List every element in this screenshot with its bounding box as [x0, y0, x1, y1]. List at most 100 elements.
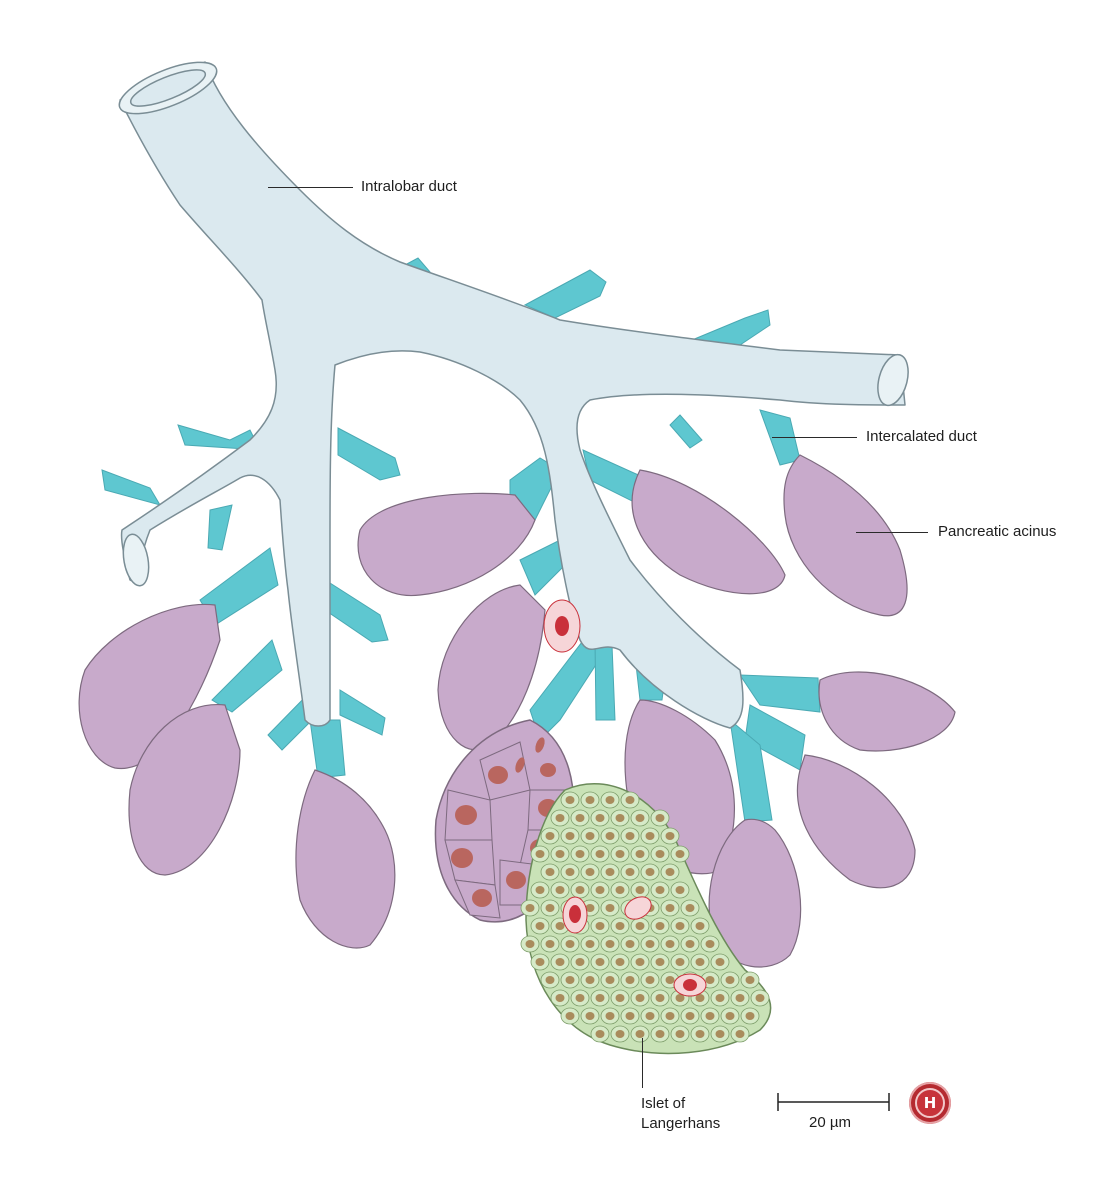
islet-cell-nucleus: [695, 958, 705, 966]
intercalated-duct: [207, 504, 233, 551]
islet-cell-nucleus: [685, 904, 695, 912]
pancreatic-acinus: [783, 454, 908, 617]
pancreatic-acinus: [818, 671, 956, 752]
islet-cell-nucleus: [615, 958, 625, 966]
islet-cell-nucleus: [675, 850, 685, 858]
islet-cell-nucleus: [755, 994, 765, 1002]
islet-cell-nucleus: [665, 868, 675, 876]
pancreatic-acinus: [295, 769, 396, 949]
islet-cell-nucleus: [655, 994, 665, 1002]
intralobar-duct-tree: [118, 61, 909, 729]
islet-cell-nucleus: [655, 814, 665, 822]
islet-cell-nucleus: [575, 886, 585, 894]
islet-cell-nucleus: [525, 940, 535, 948]
islet-cell-nucleus: [535, 850, 545, 858]
islet-cell-nucleus: [545, 868, 555, 876]
islet-cell-nucleus: [695, 994, 705, 1002]
intercalated-duct: [594, 639, 616, 721]
islet-cell-nucleus: [535, 922, 545, 930]
pancreatic-acinus: [357, 492, 536, 597]
intercalated-duct: [729, 718, 773, 823]
islet-cell-nucleus: [645, 832, 655, 840]
islet-cell-nucleus: [605, 868, 615, 876]
intercalated-duct: [309, 719, 346, 779]
islet-cell-nucleus: [585, 976, 595, 984]
islet-cell-nucleus: [595, 958, 605, 966]
islet-cell-nucleus: [575, 958, 585, 966]
islet-cell-nucleus: [635, 814, 645, 822]
islet-cell-nucleus: [675, 994, 685, 1002]
islet-cell-nucleus: [585, 940, 595, 948]
islet-cell-nucleus: [615, 1030, 625, 1038]
islet-cell-nucleus: [575, 814, 585, 822]
capillary: [562, 896, 707, 997]
islet-cell-nucleus: [555, 850, 565, 858]
islet-cell-nucleus: [675, 922, 685, 930]
islet-cell-nucleus: [635, 886, 645, 894]
islet-cell-nucleus: [565, 868, 575, 876]
islet-cell-nucleus: [645, 1012, 655, 1020]
islet-cell-nucleus: [695, 1030, 705, 1038]
islet-cell-nucleus: [585, 904, 595, 912]
islet-cell-nucleus: [575, 994, 585, 1002]
duct-opening: [877, 353, 909, 407]
islet-leader: [642, 1038, 643, 1088]
intralobar-duct-label: Intralobar duct: [361, 178, 457, 195]
islet-cell-nucleus: [675, 1030, 685, 1038]
scale-bar-label: 20 µm: [809, 1114, 851, 1131]
islet-cell-nucleus: [655, 922, 665, 930]
pancreatic-acinus: [796, 754, 916, 889]
islet-cell-nucleus: [625, 868, 635, 876]
islet-cell-nucleus: [545, 832, 555, 840]
islet-cell-nucleus: [595, 850, 605, 858]
intercalated-duct: [339, 689, 386, 736]
scale-bar: [777, 1093, 890, 1111]
islet-cell-nucleus: [565, 1012, 575, 1020]
pancreatic-acinus-leader: [856, 532, 928, 533]
islet-cell-nucleus: [585, 832, 595, 840]
islet-cell-nucleus: [565, 940, 575, 948]
pancreatic-acinus: [631, 469, 786, 595]
islet-cell-nucleus: [735, 994, 745, 1002]
intercalated-duct: [211, 639, 283, 713]
islet-cell-nucleus: [605, 940, 615, 948]
pancreatic-acinus: [128, 704, 241, 876]
histology-logo: H: [909, 1082, 951, 1124]
islet-cell-nucleus: [655, 850, 665, 858]
islet-cell-nucleus: [725, 1012, 735, 1020]
islet-cell-nucleus: [745, 1012, 755, 1020]
islet-cell-nucleus: [525, 904, 535, 912]
islet-cell-nucleus: [595, 886, 605, 894]
islet-cell-nucleus: [625, 796, 635, 804]
islet-cell-nucleus: [605, 796, 615, 804]
islet-cell-nucleus: [665, 976, 675, 984]
islet-cell-nucleus: [675, 886, 685, 894]
islet-cell-nucleus: [555, 922, 565, 930]
logo-letter: H: [915, 1088, 945, 1118]
islet-cell-nucleus: [535, 886, 545, 894]
islet-cell-nucleus: [595, 1030, 605, 1038]
islet-cell-nucleus: [615, 814, 625, 822]
islet-cell-nucleus: [625, 940, 635, 948]
islet-cell-nucleus: [735, 1030, 745, 1038]
islet-cell-nucleus: [585, 1012, 595, 1020]
islet-cell-nucleus: [605, 976, 615, 984]
intercalated-duct: [101, 469, 162, 506]
islet-cell-nucleus: [545, 976, 555, 984]
islet-cell-nucleus: [565, 976, 575, 984]
islet-cell-nucleus: [605, 904, 615, 912]
islet-cell-nucleus: [615, 994, 625, 1002]
islet-cell-nucleus: [585, 796, 595, 804]
islet-label: Islet of Langerhans: [641, 1094, 751, 1134]
intralobar-duct-leader: [268, 187, 353, 188]
duct-opening: [122, 533, 150, 587]
islet-cell-nucleus: [535, 958, 545, 966]
islet-cell-nucleus: [705, 1012, 715, 1020]
islet-cell-nucleus: [695, 922, 705, 930]
islet-cell-nucleus: [615, 886, 625, 894]
islet-cell-nucleus: [585, 868, 595, 876]
intercalated-duct: [669, 414, 703, 449]
acini: [78, 454, 956, 968]
islet-cell-nucleus: [625, 976, 635, 984]
islet-cell-nucleus: [645, 976, 655, 984]
